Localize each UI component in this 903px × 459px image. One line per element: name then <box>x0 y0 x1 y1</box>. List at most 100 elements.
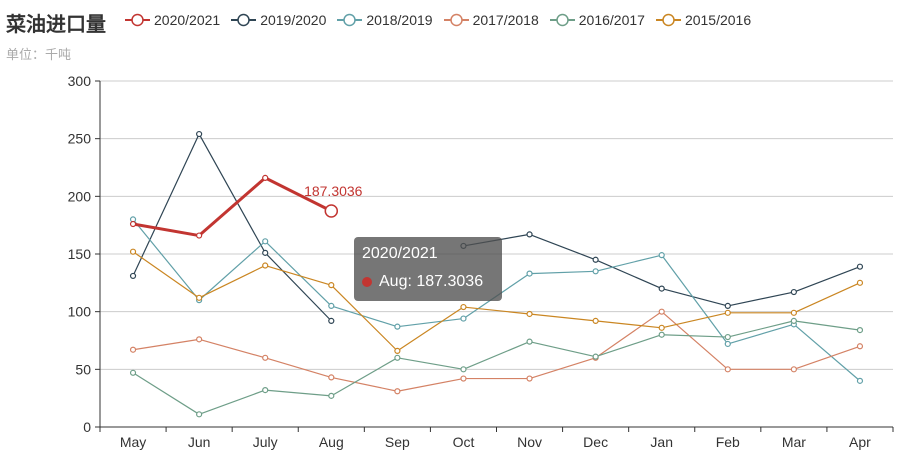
legend-item-2018-2019[interactable]: 2018/2019 <box>337 12 433 28</box>
data-point-2015-2016 <box>196 294 203 301</box>
data-point-2015-2016 <box>394 347 401 354</box>
data-point-2019-2020 <box>856 263 864 270</box>
data-point-2016-2017 <box>196 411 203 418</box>
data-point-2016-2017 <box>526 338 533 345</box>
data-point-2016-2017 <box>262 386 269 394</box>
data-point-2015-2016 <box>856 279 864 286</box>
data-point-2020-2021 <box>262 174 269 181</box>
data-point-2018-2019 <box>658 252 665 259</box>
y-tick-label: 200 <box>68 188 92 204</box>
data-point-2017-2018 <box>328 374 335 381</box>
legend-marker-icon <box>549 13 575 27</box>
x-tick-label: Mar <box>782 434 806 450</box>
x-tick-label: Jun <box>188 434 211 450</box>
chart-title: 菜油进口量 <box>6 12 106 36</box>
data-point-2017-2018 <box>262 354 269 361</box>
series-line-2017-2018 <box>132 311 861 392</box>
data-point-2015-2016 <box>724 309 731 316</box>
data-point-2018-2019 <box>394 323 401 330</box>
series-line-2015-2016 <box>132 251 861 352</box>
data-point-2017-2018 <box>129 346 137 353</box>
data-point-2017-2018 <box>658 308 665 315</box>
data-point-2017-2018 <box>460 375 467 382</box>
data-point-2019-2020 <box>592 256 599 263</box>
x-tick-label: May <box>120 434 146 450</box>
y-tick-label: 100 <box>68 304 92 320</box>
x-tick-label: Feb <box>716 434 740 450</box>
x-tick-label: Jan <box>650 434 673 450</box>
data-point-2015-2016 <box>129 248 137 255</box>
point-value-label: 187.3036 <box>304 183 363 199</box>
data-point-2018-2019 <box>592 268 599 275</box>
x-tick-label: Dec <box>583 434 608 450</box>
data-point-2015-2016 <box>790 309 797 316</box>
data-point-2016-2017 <box>394 354 401 361</box>
data-point-2018-2019 <box>460 315 467 322</box>
tooltip-value: Aug: 187.3036 <box>379 273 484 290</box>
data-point-2018-2019 <box>856 377 864 384</box>
tooltip-row: Aug: 187.3036 <box>362 273 483 291</box>
data-point-2015-2016 <box>328 282 335 289</box>
tooltip-title: 2020/2021 <box>362 245 438 262</box>
x-tick-label: Apr <box>849 434 871 450</box>
data-point-2019-2020 <box>129 272 137 280</box>
data-point-2019-2020 <box>658 285 665 292</box>
data-point-2017-2018 <box>394 388 401 395</box>
data-point-2015-2016 <box>592 317 599 324</box>
x-tick-label: Aug <box>319 434 344 450</box>
data-point-2016-2017 <box>658 331 665 338</box>
data-point-2020-2021 <box>196 232 203 239</box>
legend-label: 2017/2018 <box>472 12 539 28</box>
legend-label: 2019/2020 <box>260 12 327 28</box>
data-point-2016-2017 <box>592 353 599 360</box>
legend-item-2015-2016[interactable]: 2015/2016 <box>655 12 752 28</box>
legend-marker-icon <box>231 13 257 27</box>
data-point-2017-2018 <box>856 343 864 350</box>
data-point-2016-2017 <box>724 333 731 341</box>
data-point-2016-2017 <box>129 369 137 376</box>
legend-item-2020-2021[interactable]: 2020/2021 <box>125 12 220 28</box>
legend-label: 2018/2019 <box>366 12 433 28</box>
data-point-2015-2016 <box>460 303 467 311</box>
series-line-2020-2021 <box>132 176 332 238</box>
legend-item-2017-2018[interactable]: 2017/2018 <box>443 12 539 28</box>
data-point-2018-2019 <box>724 340 731 348</box>
x-tick-label: Nov <box>517 434 542 450</box>
y-tick-label: 0 <box>83 419 91 435</box>
y-tick-label: 150 <box>68 246 92 262</box>
legend-label: 2016/2017 <box>578 12 645 28</box>
tooltip: 2020/2021 Aug: 187.3036 <box>354 237 502 301</box>
data-point-2015-2016 <box>658 324 665 331</box>
x-tick-label: Oct <box>453 434 475 450</box>
legend-item-2016-2017[interactable]: 2016/2017 <box>549 12 645 28</box>
data-point-2018-2019 <box>262 238 269 245</box>
x-tick-label: July <box>253 434 278 450</box>
data-point-2019-2020 <box>262 249 269 256</box>
data-point-2017-2018 <box>790 366 797 373</box>
data-point-2017-2018 <box>526 375 533 382</box>
chart-subtitle: 单位：千吨 <box>6 48 72 63</box>
data-point-2017-2018 <box>196 336 203 343</box>
legend-item-2019-2020[interactable]: 2019/2020 <box>231 12 326 28</box>
data-point-2015-2016 <box>262 262 269 269</box>
legend-marker-icon <box>655 13 681 27</box>
tooltip-series-dot-icon <box>362 277 372 287</box>
legend-marker-icon <box>125 13 150 27</box>
data-point-2017-2018 <box>724 366 731 373</box>
legend: 2020/2021 2019/2020 2018/2019 2017/2018 … <box>125 10 762 30</box>
data-point-2019-2020 <box>724 302 731 309</box>
y-tick-label: 50 <box>75 361 91 377</box>
legend-label: 2020/2021 <box>154 12 221 28</box>
series-line-2016-2017 <box>132 320 861 415</box>
data-point-2016-2017 <box>460 366 467 373</box>
data-point-2016-2017 <box>790 317 797 324</box>
legend-marker-icon <box>337 13 363 27</box>
data-point-2018-2019 <box>328 302 335 309</box>
data-point-2019-2020 <box>328 317 335 324</box>
data-point-2018-2019 <box>526 270 533 277</box>
data-point-2015-2016 <box>526 310 533 318</box>
y-tick-label: 300 <box>68 73 92 89</box>
legend-label: 2015/2016 <box>684 12 752 28</box>
data-point-2019-2020 <box>526 231 533 238</box>
